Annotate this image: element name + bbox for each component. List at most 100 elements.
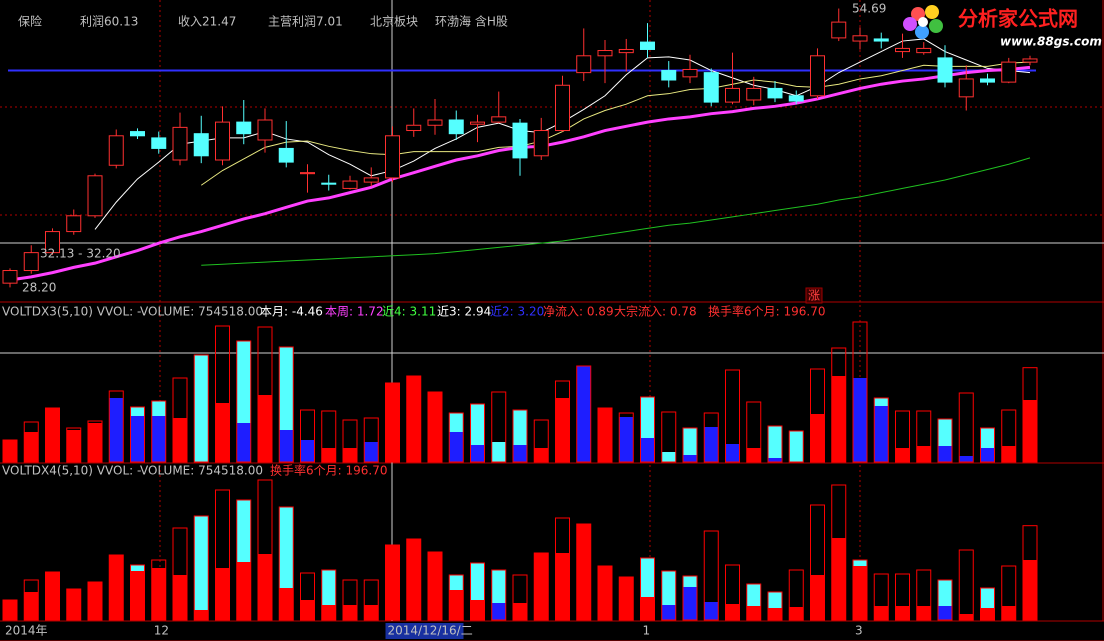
volume-fill xyxy=(725,444,740,462)
volume-inner xyxy=(491,603,506,620)
volume-total xyxy=(873,573,889,621)
volume-fill xyxy=(385,383,400,462)
volume-fill xyxy=(258,554,272,620)
volume-fill xyxy=(300,600,315,620)
volume-total xyxy=(618,412,634,463)
volume-inner xyxy=(768,458,782,462)
candle-body xyxy=(321,182,337,185)
volume-total xyxy=(1001,409,1017,463)
panel-header-item: 净流入: 0.89 xyxy=(543,305,614,319)
volume-fill xyxy=(831,376,846,462)
volume-inner xyxy=(980,448,995,462)
candle-body xyxy=(66,215,82,233)
volume-inner xyxy=(661,605,676,620)
candle-body xyxy=(363,177,379,183)
volume-fill xyxy=(576,524,591,620)
volume-total xyxy=(363,417,379,463)
candle-body xyxy=(980,78,995,83)
volume-total xyxy=(491,391,507,463)
volume-fill xyxy=(619,417,634,462)
volume-total xyxy=(597,407,613,463)
candle-body xyxy=(703,72,719,103)
volume-total xyxy=(66,427,82,463)
volume-fill xyxy=(789,607,804,620)
volume-inner xyxy=(938,446,952,462)
volume-fill xyxy=(746,448,761,462)
volume-total xyxy=(682,575,698,621)
volume-total xyxy=(2,439,18,463)
volume-total xyxy=(895,573,910,621)
moving-line xyxy=(94,38,1031,230)
candle-body xyxy=(895,47,910,53)
candle-body xyxy=(1001,61,1017,83)
candle-body xyxy=(278,147,294,163)
volume-total xyxy=(321,569,337,621)
volume-inner xyxy=(151,416,166,462)
candle-body xyxy=(300,172,315,175)
volume-total xyxy=(703,530,719,621)
volume-total xyxy=(980,427,995,463)
moving-line xyxy=(200,61,1031,186)
volume-total xyxy=(108,390,124,463)
candle-body xyxy=(257,119,273,141)
candle-body xyxy=(448,119,464,135)
candle-body xyxy=(682,68,698,78)
candle-body xyxy=(45,231,60,254)
volume-fill xyxy=(66,589,81,620)
volume-total xyxy=(576,365,592,463)
volume-fill xyxy=(810,414,825,462)
volume-fill xyxy=(895,448,910,462)
x-tick-label: 12 xyxy=(154,624,169,638)
volume-total xyxy=(45,407,60,463)
volume-total xyxy=(916,569,932,621)
volume-total xyxy=(427,391,443,463)
candle-body xyxy=(618,48,634,54)
volume-total xyxy=(916,410,932,463)
candle-body xyxy=(491,116,507,123)
volume-inner xyxy=(470,600,485,620)
volume-total xyxy=(215,325,230,463)
volume-total xyxy=(555,517,570,621)
header-item: 利润60.13 xyxy=(80,15,138,29)
candle-body xyxy=(512,122,528,159)
candle-body xyxy=(130,131,145,137)
volume-fill xyxy=(215,403,230,462)
volume-total xyxy=(215,489,230,621)
volume-inner xyxy=(938,606,952,620)
volume-total xyxy=(108,554,124,621)
x-tick-label: 2014/12/16/二 xyxy=(388,624,473,638)
volume-fill xyxy=(3,600,17,620)
volume-fill xyxy=(725,604,740,620)
panel-header-item: 换手率6个月: 196.70 xyxy=(708,304,825,319)
volume-total xyxy=(895,410,910,463)
volume-inner xyxy=(640,597,655,620)
volume-total xyxy=(533,419,549,463)
panel-header-item: VOLTDX3(5,10) VVOL: - xyxy=(2,305,141,319)
volume-fill xyxy=(343,448,357,462)
volume-fill xyxy=(321,448,336,462)
volume-total xyxy=(470,403,485,463)
volume-fill xyxy=(598,408,612,462)
volume-total xyxy=(788,569,804,621)
volume-fill xyxy=(768,426,782,462)
panel-header-item: VOLUME: 754518.00 xyxy=(140,464,263,478)
volume-total xyxy=(257,326,273,463)
volume-total xyxy=(385,382,400,463)
volume-fill xyxy=(24,592,39,620)
volume-fill xyxy=(959,456,974,462)
candle-body xyxy=(555,84,570,132)
volume-total xyxy=(130,406,145,463)
volume-total xyxy=(300,572,315,621)
volume-fill xyxy=(258,395,272,462)
volume-inner xyxy=(279,588,294,620)
volume-total xyxy=(661,570,677,621)
volume-fill xyxy=(534,553,549,620)
volume-fill xyxy=(895,606,910,620)
volume-total xyxy=(300,409,315,463)
volume-total xyxy=(533,552,549,621)
candle-body xyxy=(215,121,230,161)
volume-total xyxy=(278,506,294,621)
volume-fill xyxy=(109,398,124,462)
